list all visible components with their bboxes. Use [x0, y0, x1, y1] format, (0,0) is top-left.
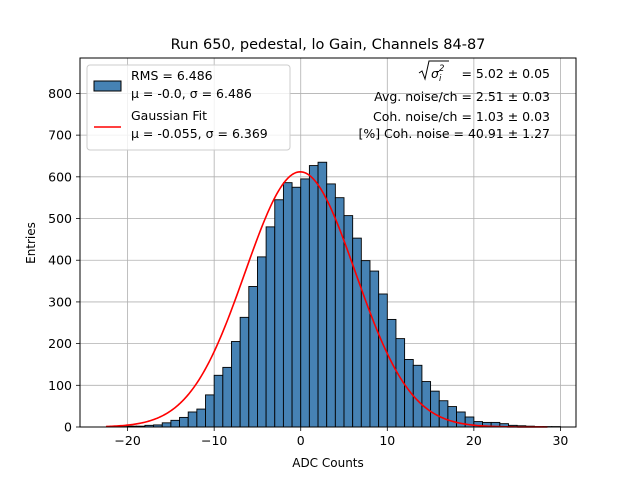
- x-tick-label: −20: [114, 433, 140, 448]
- y-axis-ticks: 0 100 200 300 400 500 600 700 800: [48, 86, 80, 435]
- y-tick-label: 100: [48, 378, 72, 393]
- histogram-bar: [161, 422, 172, 428]
- legend-histogram-swatch: [93, 80, 122, 92]
- histogram-bar: [205, 394, 215, 428]
- plot-frame: [79, 57, 577, 428]
- svg-text:2: 2: [439, 64, 444, 74]
- chart-title: Run 650, pedestal, lo Gain, Channels 84-…: [171, 37, 486, 53]
- histogram-bar: [248, 286, 258, 428]
- histogram-bar: [187, 411, 198, 428]
- annotation-coh-noise: Coh. noise/ch = 1.03 ± 0.03: [373, 109, 550, 124]
- histogram-bar: [222, 366, 232, 428]
- histogram-bar: [438, 400, 449, 428]
- y-tick-label: 0: [64, 420, 72, 435]
- x-tick-label: 10: [379, 433, 395, 448]
- y-tick-label: 200: [48, 336, 72, 351]
- x-tick-label: 0: [297, 433, 305, 448]
- histogram-bar: [360, 260, 371, 428]
- legend-box: [86, 64, 291, 151]
- legend: RMS = 6.486 μ = -0.0, σ = 6.486 Gaussian…: [86, 64, 291, 151]
- histogram-bar: [257, 256, 267, 428]
- histogram-bar: [308, 165, 319, 428]
- histogram-bar: [265, 226, 276, 428]
- sqrt-sigma-symbol: σ 2 i: [418, 60, 449, 84]
- x-tick-label: −10: [201, 433, 227, 448]
- histogram-bar: [239, 316, 250, 428]
- histogram-bar: [343, 215, 354, 428]
- histogram-bar: [447, 406, 457, 428]
- y-axis-label: Entries: [24, 222, 38, 264]
- svg-text:σ: σ: [431, 66, 440, 81]
- histogram-bar: [170, 419, 180, 428]
- x-axis-label: ADC Counts: [292, 456, 364, 470]
- annotation-total-noise: = 5.02 ± 0.05: [461, 66, 550, 81]
- y-tick-label: 800: [48, 86, 72, 101]
- histogram-bar: [430, 390, 440, 428]
- annotation-coh-noise-percent: [%] Coh. noise = 40.91 ± 1.27: [358, 126, 550, 141]
- histogram-bar: [369, 270, 380, 428]
- x-axis-ticks: −20 −10 0 10 20 30: [114, 427, 568, 448]
- legend-histogram-stats: μ = -0.0, σ = 6.486: [131, 86, 252, 101]
- histogram-bar: [231, 341, 241, 428]
- histogram-bar: [282, 182, 293, 428]
- histogram-bars: [109, 161, 561, 428]
- histogram-bar: [300, 178, 310, 428]
- gaussian-fit-line: [105, 171, 548, 428]
- histogram-bar: [386, 318, 397, 428]
- y-tick-label: 400: [48, 253, 72, 268]
- stats-annotations: σ 2 i = 5.02 ± 0.05 Avg. noise/ch = 2.51…: [358, 60, 550, 141]
- annotation-avg-noise: Avg. noise/ch = 2.51 ± 0.03: [374, 89, 550, 104]
- histogram-bar: [291, 186, 302, 428]
- histogram-bar: [378, 293, 388, 428]
- y-tick-label: 500: [48, 211, 72, 226]
- y-tick-label: 300: [48, 294, 72, 309]
- x-tick-label: 30: [552, 433, 568, 448]
- histogram-bar: [456, 411, 466, 428]
- histogram-bar: [421, 381, 432, 428]
- histogram-bar: [326, 183, 336, 428]
- histogram-bar: [334, 197, 345, 428]
- y-tick-label: 700: [48, 128, 72, 143]
- svg-text:i: i: [439, 74, 442, 84]
- legend-fit-stats: μ = -0.055, σ = 6.369: [131, 126, 268, 141]
- legend-fit-label: Gaussian Fit: [131, 108, 207, 123]
- legend-histogram-label: RMS = 6.486: [131, 68, 213, 83]
- histogram-bar: [179, 416, 189, 428]
- histogram-bar: [213, 374, 224, 428]
- histogram-bar: [274, 199, 284, 428]
- histogram-bar: [317, 161, 328, 428]
- x-tick-label: 20: [466, 433, 482, 448]
- histogram-bar: [196, 408, 206, 428]
- y-tick-label: 600: [48, 169, 72, 184]
